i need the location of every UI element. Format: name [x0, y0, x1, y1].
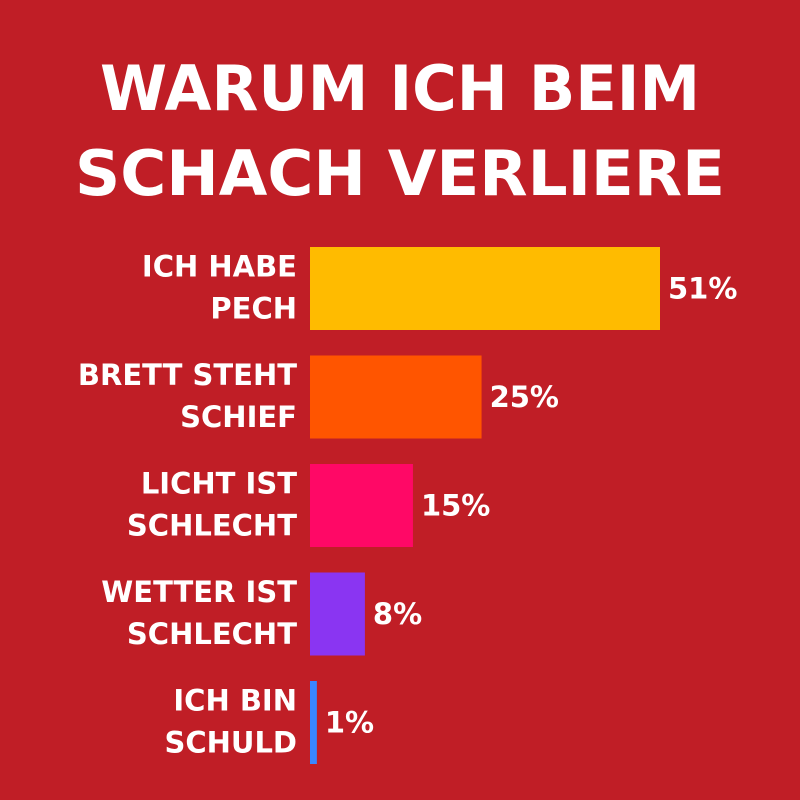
- category-label: ICH HABE PECH: [142, 250, 297, 326]
- category-line: ICH HABE: [142, 250, 297, 284]
- bar: [310, 681, 317, 764]
- value-label: 1%: [325, 706, 374, 740]
- category-line: ICH BIN: [173, 684, 297, 718]
- category-line: BRETT STEHT: [78, 358, 297, 392]
- value-label: 25%: [490, 380, 559, 414]
- category-line: SCHLECHT: [127, 617, 297, 651]
- category-line: SCHULD: [164, 726, 297, 760]
- chart-title: SCHACH VERLIERE: [75, 137, 725, 210]
- category-line: LICHT IST: [141, 467, 297, 501]
- category-line: WETTER IST: [101, 575, 297, 609]
- bar: [310, 355, 482, 439]
- value-label: 8%: [373, 597, 422, 631]
- category-line: SCHIEF: [180, 400, 297, 434]
- category-label: LICHT IST SCHLECHT: [127, 467, 297, 543]
- category-line: SCHLECHT: [127, 509, 297, 543]
- bar: [310, 464, 413, 547]
- value-label: 15%: [421, 489, 490, 523]
- bar: [310, 247, 660, 330]
- value-label: 51%: [668, 272, 737, 306]
- category-label: WETTER IST SCHLECHT: [101, 575, 297, 651]
- category-label: ICH BIN SCHULD: [164, 684, 297, 760]
- chart-title: WARUM ICH BEIM: [100, 52, 700, 125]
- bar: [310, 572, 365, 656]
- category-label: BRETT STEHT SCHIEF: [78, 358, 297, 434]
- category-line: PECH: [210, 292, 297, 326]
